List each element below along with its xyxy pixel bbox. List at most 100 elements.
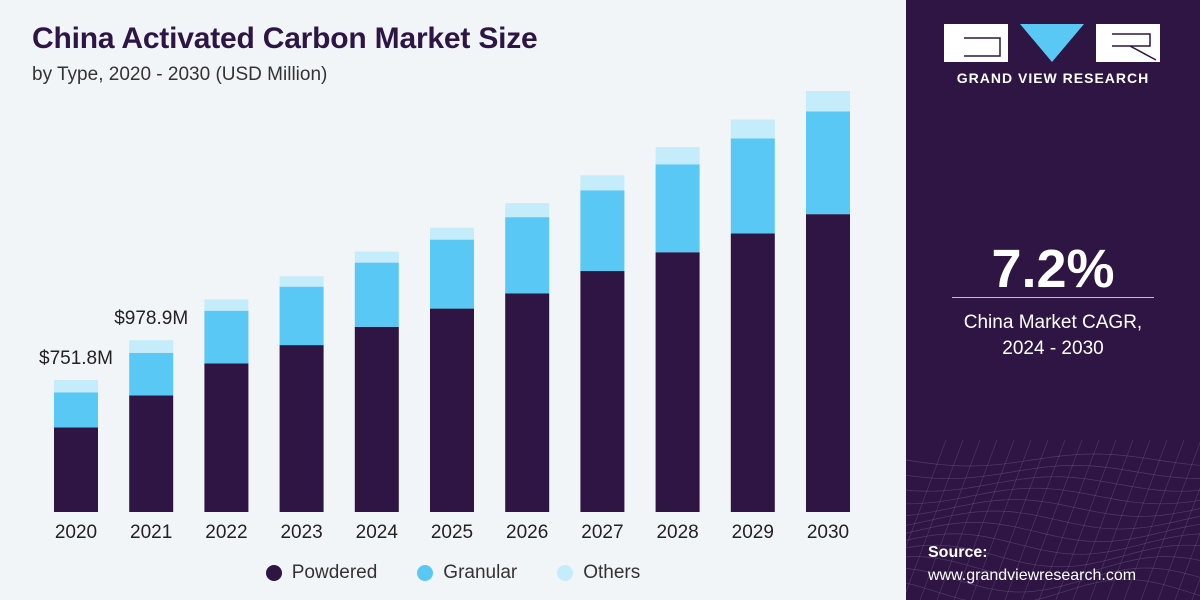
chart-title: China Activated Carbon Market Size <box>32 22 538 55</box>
legend-item-others: Others <box>557 562 640 584</box>
bar-granular-2028 <box>655 164 700 253</box>
cagr-label-line2: 2024 - 2030 <box>1002 338 1104 359</box>
grid-line <box>919 440 981 600</box>
bar-powdered-2023 <box>279 345 324 512</box>
bar-granular-2027 <box>580 190 625 272</box>
grid-line <box>1021 440 1083 600</box>
bar-others-2023 <box>279 276 324 287</box>
x-tick-label: 2025 <box>431 522 473 543</box>
data-label-2021: $978.9M <box>114 308 188 329</box>
source-label: Source: <box>928 544 988 561</box>
bar-powdered-2030 <box>806 214 850 512</box>
grid-line <box>1191 577 1200 600</box>
x-tick-label: 2021 <box>130 522 172 543</box>
cagr-divider <box>952 297 1154 298</box>
x-tick-label: 2029 <box>732 522 774 543</box>
bar-powdered-2024 <box>354 326 399 512</box>
grid-line <box>1004 440 1066 600</box>
bar-granular-2030 <box>806 111 850 215</box>
bar-granular-2024 <box>354 262 399 327</box>
legend-swatch <box>265 565 282 581</box>
bar-powdered-2029 <box>730 233 775 512</box>
bar-powdered-2021 <box>129 395 174 512</box>
grid-line <box>1140 441 1200 600</box>
grid-line <box>906 567 1200 593</box>
bar-powdered-2026 <box>505 293 550 512</box>
wave-grid-decoration <box>906 440 1200 600</box>
grid-line <box>1072 440 1134 600</box>
brand-name: GRAND VIEW RESEARCH <box>956 70 1150 86</box>
grid-line <box>906 556 1200 580</box>
cagr-value: 7.2% <box>991 239 1115 299</box>
bar-others-2028 <box>655 147 700 165</box>
bar-powdered-2027 <box>580 271 625 512</box>
legend-swatch <box>417 565 434 581</box>
bar-others-2026 <box>505 203 550 218</box>
bar-powdered-2020 <box>54 427 98 512</box>
bar-others-2025 <box>430 227 474 240</box>
grid-line <box>970 440 1032 600</box>
legend-item-granular: Granular <box>417 562 517 584</box>
grid-line <box>1089 440 1151 600</box>
chart-subtitle: by Type, 2020 - 2030 (USD Million) <box>32 64 328 85</box>
grid-line <box>1106 440 1168 600</box>
x-tick-label: 2026 <box>506 522 548 543</box>
x-tick-label: 2023 <box>280 522 322 543</box>
bar-granular-2020 <box>54 392 98 428</box>
grid-line <box>987 440 1049 600</box>
legend-label: Others <box>583 562 641 583</box>
data-label-2020: $751.8M <box>39 348 113 369</box>
grid-line <box>906 487 1200 505</box>
grid-line <box>906 579 1200 600</box>
grid-line <box>953 440 1015 600</box>
grid-line <box>906 533 1200 555</box>
grid-line <box>1038 440 1100 600</box>
grid-line <box>906 510 1200 530</box>
x-tick-label: 2020 <box>55 522 97 543</box>
cagr-label: China Market CAGR, 2024 - 2030 <box>906 310 1200 362</box>
grid-line <box>906 499 1200 517</box>
grid-line <box>906 453 1200 467</box>
cagr-label-line1: China Market CAGR, <box>963 312 1143 333</box>
grid-line <box>936 440 998 600</box>
chart-panel: China Activated Carbon Market Size by Ty… <box>0 22 906 584</box>
legend-swatch <box>557 565 574 581</box>
bar-granular-2023 <box>279 286 324 346</box>
source-url: www.grandviewresearch.com <box>928 567 1137 584</box>
bar-others-2027 <box>580 175 625 191</box>
bar-others-2029 <box>730 119 775 139</box>
grid-line <box>906 476 1200 492</box>
x-tick-label: 2030 <box>807 522 849 543</box>
grid-line <box>906 544 1200 568</box>
bar-granular-2021 <box>129 352 174 396</box>
x-tick-label: 2024 <box>356 522 399 543</box>
legend-label: Granular <box>443 562 518 583</box>
bar-others-2022 <box>204 299 249 311</box>
legend-item-powdered: Powdered <box>265 562 378 584</box>
bar-others-2021 <box>129 340 174 353</box>
bar-granular-2022 <box>204 310 249 364</box>
grid-line <box>906 465 1200 479</box>
bar-powdered-2022 <box>204 363 249 512</box>
grid-line <box>1174 532 1200 600</box>
grid-line <box>1055 440 1117 600</box>
legend-label: Powdered <box>291 562 378 583</box>
bar-powdered-2028 <box>655 252 700 512</box>
grid-line <box>906 440 964 593</box>
bar-others-2030 <box>806 90 850 112</box>
gvr-logo-icon <box>944 24 1160 62</box>
grid-line <box>906 522 1200 542</box>
stacked-bar-chart: 2020 2021 2022 2023 2024 2025 2026 2027 2028 2029… <box>39 90 850 543</box>
x-tick-label: 2022 <box>205 522 247 543</box>
x-tick-label: 2027 <box>581 522 623 543</box>
bar-others-2024 <box>354 251 399 263</box>
grid-line <box>906 440 947 548</box>
bar-powdered-2025 <box>430 308 474 512</box>
grid-line <box>1123 440 1185 600</box>
chart-legend: Powdered Granular Others <box>0 562 906 584</box>
bar-granular-2026 <box>505 217 550 294</box>
bar-granular-2029 <box>730 138 775 234</box>
grid-line <box>1157 487 1200 600</box>
side-panel: GRAND VIEW RESEARCH 7.2% China Market CA… <box>906 0 1200 600</box>
bar-granular-2025 <box>430 239 474 309</box>
